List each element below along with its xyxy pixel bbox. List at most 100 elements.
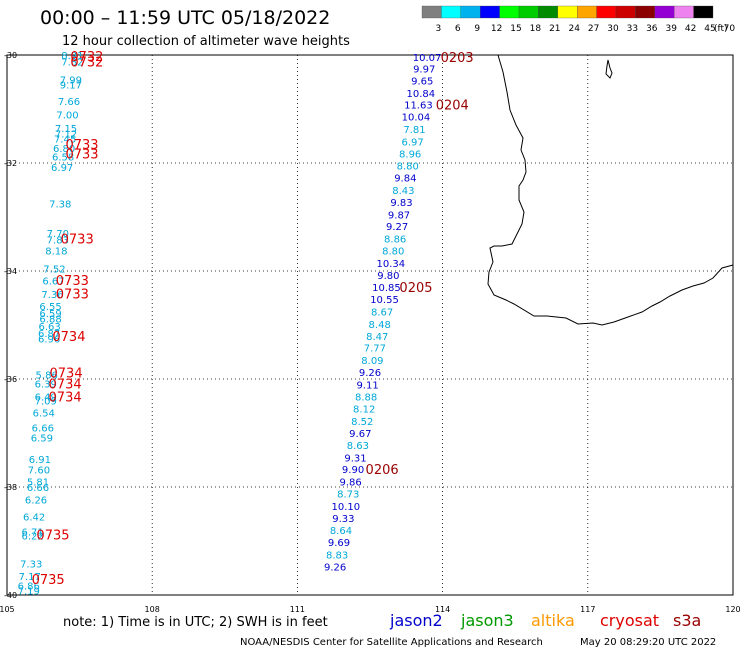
lon-label: 120 [725, 605, 740, 614]
lon-label: 114 [435, 605, 450, 614]
lon-label: 117 [580, 605, 595, 614]
swh-value-label: 9.87 [388, 210, 410, 221]
swh-value-label: 6.71 [22, 527, 44, 538]
lon-label: 105 [0, 605, 15, 614]
swh-value-label: 8.52 [351, 417, 373, 428]
swh-value-label: 7.19 [18, 587, 40, 598]
swh-value-label: 7.36 [41, 290, 63, 301]
swh-value-label: 8.48 [369, 320, 391, 331]
colorbar-swatch [480, 5, 500, 19]
note-text: note: 1) Time is in UTC; 2) SWH is in fe… [63, 615, 328, 630]
swh-value-label: 9.31 [344, 453, 366, 464]
swh-value-label: 6.63 [38, 322, 60, 333]
swh-value-label: 9.84 [394, 174, 416, 185]
swh-value-label: 6.26 [25, 495, 47, 506]
swh-value-label: 5.86 [36, 371, 58, 382]
swh-value-label: 6.59 [31, 433, 53, 444]
island-outline [605, 59, 613, 79]
swh-value-label: 9.33 [332, 514, 354, 525]
swh-value-label: 6.59 [39, 309, 61, 320]
swh-value-label: 8.80 [382, 246, 404, 257]
swh-value-label: 7.15 [55, 124, 77, 135]
swh-value-label: 8.73 [337, 489, 359, 500]
time-label: 0733 [65, 147, 98, 162]
lon-label: 108 [145, 605, 160, 614]
swh-value-label: 9.26 [324, 562, 346, 573]
colorbar-tick: 6 [455, 24, 461, 34]
swh-value-label: 8.09 [361, 356, 383, 367]
swh-value-label: 8.43 [392, 186, 414, 197]
time-label: 0735 [36, 529, 69, 544]
colorbar-tick: 15 [510, 24, 521, 34]
time-label: 0735 [32, 573, 65, 588]
legend-jason3: jason3 [460, 611, 514, 630]
swh-value-label: 7.17 [19, 572, 41, 583]
colorbar-tick: 36 [646, 24, 658, 34]
map-frame [6, 54, 734, 596]
swh-value-label: 6.55 [39, 302, 61, 313]
lat-label: -38 [4, 483, 17, 492]
time-label: 0732 [70, 55, 103, 70]
time-label: 0203 [441, 51, 474, 66]
colorbar-swatch [557, 5, 578, 19]
colorbar-tick: 70 [724, 24, 736, 34]
footer-timestamp: May 20 08:29:20 UTC 2022 [580, 637, 716, 648]
colorbar-swatch [441, 5, 461, 19]
swh-value-label: 6.58 [52, 153, 74, 164]
colorbar-tick: 30 [607, 24, 619, 34]
swh-value-label: 7.99 [60, 75, 82, 86]
swh-value-label: 6.22 [22, 532, 44, 543]
time-label: 0733 [65, 138, 98, 153]
lat-label: -32 [4, 159, 17, 168]
swh-value-label: 10.84 [406, 89, 435, 100]
time-label: 0734 [49, 390, 82, 405]
swh-value-label: 6.49 [35, 392, 57, 403]
swh-value-label: 6.67 [42, 277, 64, 288]
swh-value-label: 5.81 [27, 478, 49, 489]
swh-value-label: 9.26 [359, 368, 381, 379]
track-b-labels: 10.079.979.65 10.8411.6310.047.816.978.96… [324, 51, 474, 573]
swh-value-label: 8.47 [366, 332, 388, 343]
swh-value-label: 9.17 [60, 81, 82, 92]
swh-value-label: 6.66 [32, 424, 54, 435]
swh-value-label: 10.34 [376, 259, 405, 270]
colorbar-swatch [693, 5, 714, 19]
latitude-labels: -30 -32 -34 -36 -38 -40 [4, 51, 17, 600]
lat-label: -40 [4, 591, 17, 600]
swh-value-label: 8.88 [355, 392, 377, 403]
swh-value-label: 7.77 [364, 344, 386, 355]
track-a-labels: 8.917.82 7.999.17 7.66 7.00 7.157.127.456.80… [18, 50, 104, 598]
swh-value-label: 8.96 [399, 149, 421, 160]
colorbar-swatch [596, 5, 617, 19]
swh-value-label: 6.39 [35, 379, 57, 390]
swh-value-label: 9.86 [340, 478, 362, 489]
colorbar-tick: 27 [588, 24, 599, 34]
swh-value-label: 10.55 [370, 295, 399, 306]
colorbar-swatch [538, 5, 558, 19]
swh-value-label: 8.18 [45, 246, 67, 257]
swh-value-label: 9.67 [349, 429, 371, 440]
swh-value-label: 7.83 [47, 236, 69, 247]
swh-value-label: 11.63 [404, 101, 433, 112]
colorbar-swatch [460, 5, 481, 19]
swh-value-label: 6.97 [51, 163, 73, 174]
australia-coastline [487, 54, 734, 326]
swh-value-label: 7.45 [54, 135, 76, 146]
swh-value-label: 8.80 [397, 162, 419, 173]
colorbar-swatch [635, 5, 655, 19]
time-label: 0733 [61, 233, 94, 248]
swh-value-label: 9.80 [377, 271, 399, 282]
swh-value-label: 7.38 [49, 200, 71, 211]
time-label: 0733 [56, 274, 89, 289]
legend-jason2: jason2 [389, 611, 443, 630]
colorbar-tick: 9 [474, 24, 480, 34]
swh-value-label: 8.63 [347, 441, 369, 452]
legend-altika: altika [531, 611, 575, 630]
swh-value-label: 7.66 [58, 97, 80, 108]
colorbar-tick: 39 [665, 24, 677, 34]
footer-credit: NOAA/NESDIS Center for Satellite Applica… [240, 637, 543, 648]
swh-value-label: 10.04 [402, 113, 431, 124]
colorbar-tick: 21 [549, 24, 560, 34]
colorbar-tick: 24 [568, 24, 580, 34]
